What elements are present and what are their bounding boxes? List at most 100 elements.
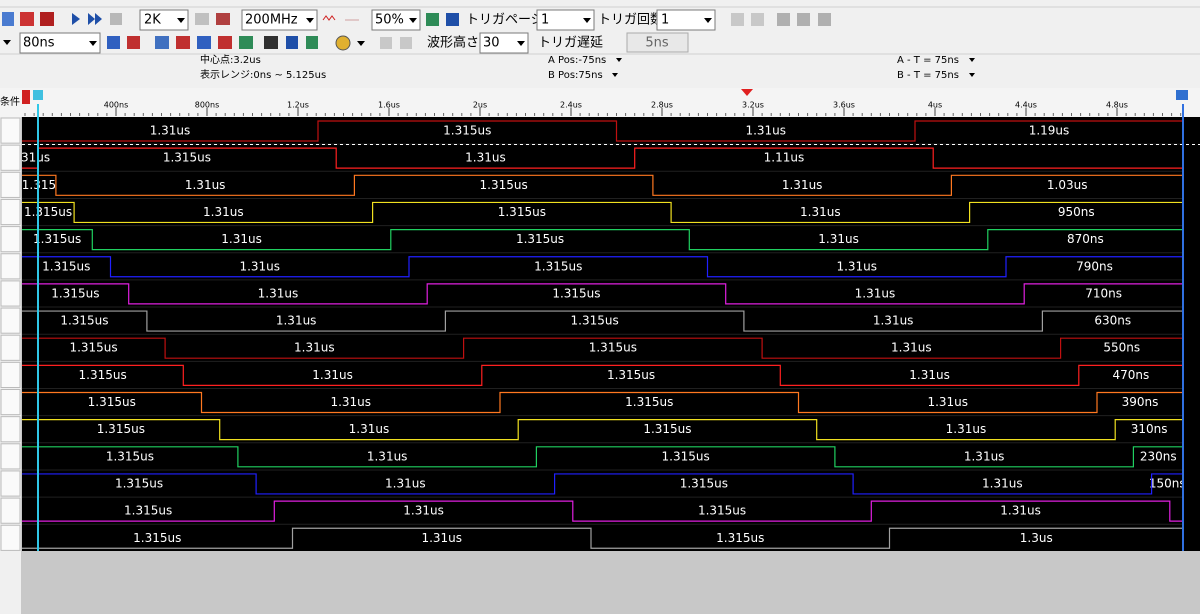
segment-label: 1.315us — [88, 395, 136, 409]
segment-label: 1.31us — [855, 286, 896, 300]
label: トリガ回数 — [598, 13, 663, 28]
icon[interactable] — [286, 36, 298, 49]
icon[interactable] — [322, 15, 336, 21]
segment-label: 1.31us — [1000, 504, 1041, 518]
segment-label: 470ns — [1113, 368, 1150, 382]
row-handle[interactable] — [0, 361, 21, 389]
icon[interactable] — [195, 13, 209, 25]
segment-label: 1.31us — [385, 476, 426, 490]
dropdown-arrow[interactable] — [612, 73, 618, 77]
segment-label: 1.315us — [443, 124, 491, 138]
icon[interactable] — [239, 36, 253, 49]
segment-label: 150ns — [1149, 476, 1186, 490]
ruler-label: 4.8us — [1106, 101, 1128, 110]
dropdown-arrow — [89, 41, 97, 46]
segment-label: 1.31us — [782, 178, 823, 192]
segment-label: 1.315us — [79, 368, 127, 382]
segment-label: 1.31us — [185, 178, 226, 192]
icon[interactable] — [306, 36, 318, 49]
cursor-b-handle[interactable] — [1176, 90, 1188, 100]
select[interactable] — [656, 9, 716, 31]
select[interactable] — [371, 9, 421, 31]
dropdown-arrow[interactable] — [3, 40, 11, 45]
sample-rate: 200MHz — [245, 13, 298, 28]
row-handle[interactable] — [0, 253, 21, 280]
icon[interactable] — [797, 13, 810, 26]
segment-label: 1.315us — [480, 178, 528, 192]
button[interactable] — [626, 32, 689, 53]
icon[interactable] — [155, 36, 169, 49]
cursor-handle[interactable] — [22, 90, 30, 104]
row-handle[interactable] — [0, 334, 21, 361]
segment-label: 1.315us — [60, 314, 108, 328]
icon[interactable] — [335, 35, 351, 51]
segment-label: 1.315us — [163, 151, 211, 165]
segment-label: 1.315us — [133, 531, 181, 545]
icon[interactable] — [777, 13, 790, 26]
segment-label: 1.315us — [607, 368, 655, 382]
segment-label: 230ns — [1140, 449, 1177, 463]
select[interactable] — [139, 9, 189, 31]
row-handle[interactable] — [0, 144, 21, 171]
segment-label: 1.315us — [571, 314, 619, 328]
row-handle[interactable] — [0, 307, 21, 334]
row-handle[interactable] — [0, 389, 21, 416]
icon[interactable] — [176, 36, 190, 49]
center-point: 中心点:3.2us — [200, 53, 261, 66]
icon[interactable] — [197, 36, 211, 49]
icon[interactable] — [818, 13, 831, 26]
run-button[interactable] — [72, 13, 80, 25]
select[interactable] — [536, 9, 595, 31]
dropdown-arrow[interactable] — [357, 41, 365, 46]
segment-label: 1.315us — [33, 232, 81, 246]
sample-depth: 2K — [144, 13, 161, 28]
icon[interactable] — [218, 36, 232, 49]
segment-label: 310ns — [1131, 422, 1168, 436]
row-handle[interactable] — [0, 524, 21, 551]
icon[interactable] — [107, 36, 120, 49]
row-handle[interactable] — [0, 443, 21, 470]
icon[interactable] — [731, 13, 744, 26]
row-handle[interactable] — [0, 416, 21, 443]
icon[interactable] — [127, 36, 140, 49]
waveforms: 1.31us 1.315us 1.31us 1.19us 1.31us 1.315us 1.… — [22, 120, 1186, 549]
waveform — [22, 364, 1183, 386]
dropdown-arrow[interactable] — [969, 58, 975, 62]
segment-label: 1.315us — [498, 205, 546, 219]
icon[interactable] — [2, 12, 14, 26]
row-handle[interactable] — [0, 198, 21, 226]
icon[interactable] — [20, 12, 34, 26]
segment-label: 790ns — [1076, 259, 1113, 273]
wave-height: 30 — [483, 36, 500, 51]
select[interactable] — [479, 32, 529, 54]
icon[interactable] — [216, 13, 230, 25]
icon[interactable] — [40, 12, 54, 26]
cursor-a-handle[interactable] — [33, 90, 43, 100]
segment-label: 870ns — [1067, 232, 1104, 246]
row-handle[interactable] — [0, 226, 21, 253]
icon[interactable] — [446, 13, 459, 26]
dropdown-arrow[interactable] — [969, 73, 975, 77]
icon[interactable] — [380, 37, 392, 49]
row-handle[interactable] — [0, 280, 21, 307]
dropdown-arrow[interactable] — [616, 58, 622, 62]
ruler-label: 1.2us — [287, 101, 309, 110]
segment-label: 1.315us — [51, 286, 99, 300]
row-handle[interactable] — [0, 117, 21, 144]
segment-label: 1.31us — [258, 286, 299, 300]
segment-label: 1.31us — [836, 259, 877, 273]
row-handle[interactable] — [0, 171, 21, 198]
side-label: 条件 — [0, 95, 20, 108]
segment-label: 1.31us — [421, 531, 462, 545]
icon[interactable] — [751, 13, 764, 26]
run-repeat-button[interactable] — [88, 13, 102, 25]
select[interactable] — [241, 9, 318, 31]
icon[interactable] — [400, 37, 412, 49]
ruler-bg — [0, 88, 1200, 117]
stop-button[interactable] — [110, 13, 122, 25]
row-handle[interactable] — [0, 470, 21, 497]
icon[interactable] — [426, 13, 439, 26]
select[interactable] — [19, 32, 101, 54]
row-handle[interactable] — [0, 497, 21, 524]
icon[interactable] — [264, 36, 278, 49]
